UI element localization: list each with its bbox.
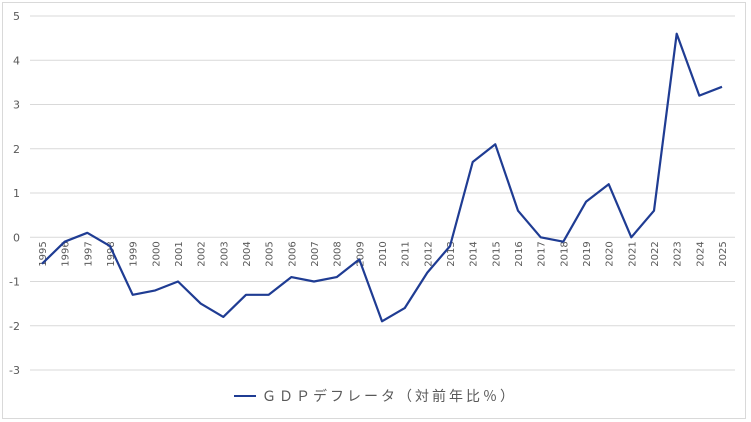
y-tick-label: 3 [13,99,20,112]
chart-frame [2,2,746,419]
x-tick-label: 2015 [491,241,502,266]
x-tick-label: 2016 [514,241,525,266]
x-tick-label: 2023 [673,241,684,266]
chart-legend: ＧＤＰデフレータ（対前年比％） [0,385,751,407]
x-tick-label: 2010 [378,241,389,266]
y-tick-label: 5 [13,10,20,23]
y-tick-label: 1 [13,187,20,200]
x-axis-labels: 1995 1996 1997 1998 1999 2000 2001 2002 2003 2004… [38,241,729,266]
x-tick-label: 2004 [242,241,253,266]
x-tick-label: 2005 [265,241,276,266]
legend-label: ＧＤＰデフレータ（対前年比％） [262,389,517,405]
x-tick-label: 2009 [355,241,366,266]
x-tick-label: 2018 [559,241,570,266]
gridlines [30,15,735,371]
y-tick-label: -1 [9,276,20,289]
x-tick-label: 2012 [423,241,434,266]
x-tick-label: 2001 [174,241,185,266]
y-tick-label: 4 [13,54,20,67]
y-tick-label: 0 [13,231,20,244]
x-tick-label: 2000 [151,241,162,266]
x-tick-label: 2013 [446,241,457,266]
x-tick-label: 1998 [106,241,117,266]
gdp-deflator-line [41,32,723,323]
x-tick-label: 1996 [61,241,72,266]
x-tick-label: 2022 [650,241,661,266]
x-tick-label: 2019 [582,241,593,266]
x-tick-label: 2024 [695,241,706,266]
x-tick-label: 1999 [129,241,140,266]
x-tick-label: 2007 [310,241,321,266]
x-tick-label: 2006 [287,241,298,266]
legend-line-swatch [234,395,256,397]
x-tick-label: 2003 [219,241,230,266]
x-tick-label: 2025 [718,241,729,266]
y-tick-label: -3 [9,364,20,377]
x-tick-label: 1997 [83,241,94,266]
y-tick-label: 2 [13,143,20,156]
x-tick-label: 2008 [333,241,344,266]
x-tick-label: 2021 [627,241,638,266]
y-axis-labels: 5 4 3 2 1 0 -1 -2 -3 [9,10,20,377]
x-tick-label: 2020 [605,241,616,266]
x-tick-label: 2014 [469,241,480,266]
x-tick-label: 2017 [537,241,548,266]
y-tick-label: -2 [9,320,20,333]
x-tick-label: 2002 [197,241,208,266]
x-tick-label: 2011 [401,241,412,266]
x-tick-label: 1995 [38,241,49,266]
